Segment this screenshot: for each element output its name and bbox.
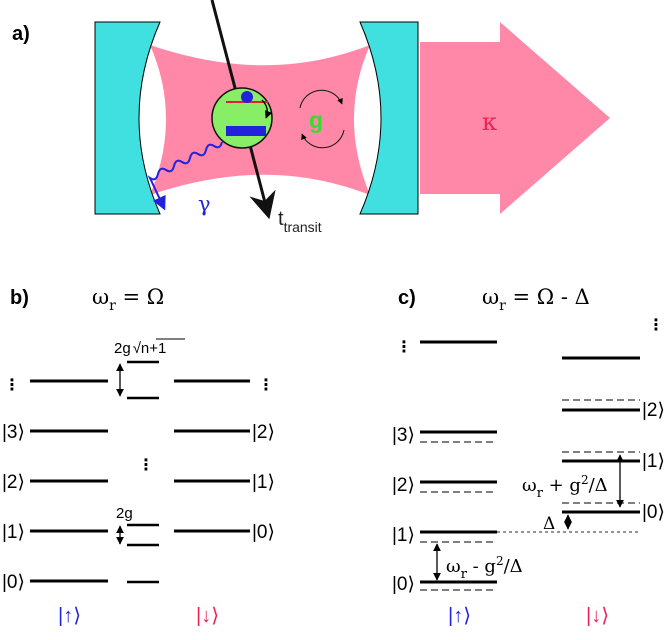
c-left-ket-2: |2⟩ [392,475,415,496]
b-spin-down: |↓⟩ [196,605,219,627]
c-delta-label: Δ [543,514,555,534]
panel-b: b) ωr = Ω ⋮ |3⟩ |2⟩ |1⟩ |0⟩ 2g √n+1 ⋮ 2g … [2,285,275,627]
panel-c: c) ωr = Ω - Δ ⋮ |3⟩ |2⟩ |1⟩ |0⟩ ⋮ |2⟩ |1… [392,285,665,627]
b-left-ket-dots: ⋮ [4,377,20,394]
atom-electron [241,91,253,103]
atom-ground-level [226,126,266,136]
b-right-ket-1: |1⟩ [252,472,275,493]
panel-a: a) κ ttransit g γ [12,0,610,235]
c-right-ket-dots: ⋮ [648,317,664,334]
b-center-dots: ⋮ [138,457,154,474]
b-splitting-top-label: 2g √n+1 [114,340,166,357]
c-left-ket-dots: ⋮ [396,339,412,356]
c-lower-shift-label: ωr - g2/Δ [446,554,523,582]
c-upper-shift-label: ωr + g2/Δ [522,473,608,501]
b-splitting-bottom-label: 2g [116,505,133,522]
coupling-label: g [309,107,323,133]
transit-label: ttransit [278,208,322,235]
b-right-ket-dots: ⋮ [258,377,274,394]
kappa-label: κ [482,108,497,136]
c-right-ket-1: |1⟩ [642,451,665,472]
b-right-ket-2: |2⟩ [252,422,275,443]
gamma-label: γ [198,192,211,216]
c-left-ket-1: |1⟩ [392,525,415,546]
c-left-ket-3: |3⟩ [392,425,415,446]
c-spin-down: |↓⟩ [586,605,609,627]
c-left-ket-0: |0⟩ [392,574,415,595]
b-left-ket-3: |3⟩ [2,422,25,443]
panel-b-label: b) [10,287,29,309]
panel-b-title: ωr = Ω [92,285,164,314]
b-left-ket-0: |0⟩ [2,572,25,593]
b-spin-up: |↑⟩ [58,605,81,627]
c-right-ket-0: |0⟩ [642,502,665,523]
panel-c-title: ωr = Ω - Δ [482,285,590,314]
panel-c-label: c) [398,287,416,309]
b-left-ket-2: |2⟩ [2,472,25,493]
b-right-ket-0: |0⟩ [252,522,275,543]
c-right-ket-2: |2⟩ [642,400,665,421]
b-left-ket-1: |1⟩ [2,522,25,543]
left-mirror [95,22,160,214]
cavity-output-arrow [420,22,610,214]
right-mirror [360,22,418,214]
panel-a-label: a) [12,23,30,45]
c-spin-up: |↑⟩ [448,605,471,627]
